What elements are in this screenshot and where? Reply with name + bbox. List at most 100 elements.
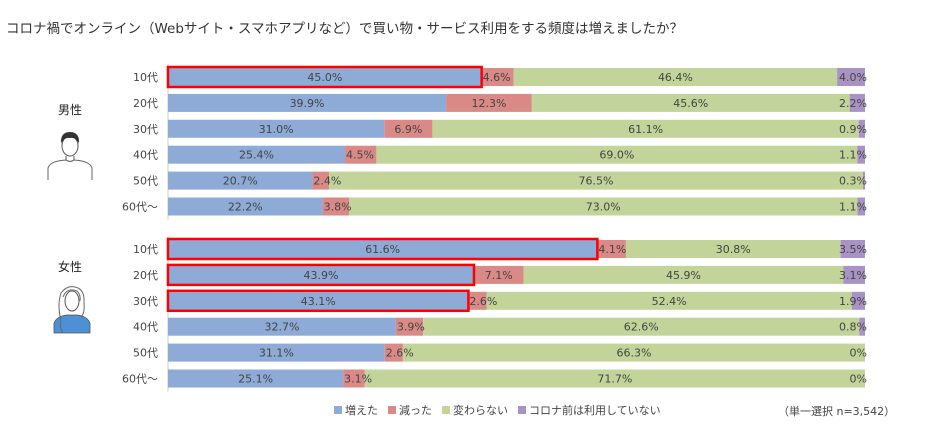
bar-segment <box>168 317 396 336</box>
legend-item-unchanged: 変わらない <box>442 402 508 418</box>
data-label: 25.1% <box>238 373 273 386</box>
bar-segment <box>402 343 865 362</box>
legend-swatch <box>334 406 342 414</box>
data-label: 66.3% <box>616 347 651 360</box>
bar-segment <box>432 119 859 138</box>
data-label: 12.3% <box>471 97 506 110</box>
data-label: 7.1% <box>485 269 513 282</box>
category-label: 60代～ <box>122 201 158 214</box>
bar-segment <box>513 68 838 86</box>
highlight-box <box>166 263 476 287</box>
data-label: 45.0% <box>307 71 342 84</box>
data-label: 4.0% <box>839 71 867 84</box>
data-label: 3.9% <box>397 321 425 334</box>
category-label: 50代 <box>133 175 158 188</box>
data-label: 3.1% <box>344 373 372 386</box>
legend-label: 減った <box>399 404 432 417</box>
legend-label: コロナ前は利用していない <box>529 404 661 417</box>
data-label: 1.1% <box>839 201 867 214</box>
bar-segment <box>446 93 532 112</box>
bar-segment <box>858 119 865 138</box>
data-label: 0.3% <box>839 175 867 188</box>
data-label: 22.2% <box>228 201 263 214</box>
bar-segment <box>597 240 626 258</box>
data-label: 39.9% <box>290 97 325 110</box>
data-label: 46.4% <box>658 71 693 84</box>
highlight-box <box>166 289 470 313</box>
bar-segment <box>857 145 865 164</box>
data-label: 69.0% <box>599 149 634 162</box>
data-label: 3.5% <box>839 243 867 256</box>
bar-segment <box>625 240 841 258</box>
bar-segment <box>168 369 344 388</box>
category-label: 10代 <box>133 243 158 256</box>
group-label-male: 男性 <box>58 103 83 117</box>
bar-segment <box>168 145 346 164</box>
data-label: 2.4% <box>313 175 341 188</box>
bar-segment <box>329 171 863 190</box>
legend-swatch <box>388 406 396 414</box>
bar-segment <box>168 119 385 138</box>
category-label: 60代～ <box>122 373 158 386</box>
data-label: 45.6% <box>673 97 708 110</box>
data-label: 30.8% <box>716 243 751 256</box>
data-label: 52.4% <box>652 295 687 308</box>
bar-segment <box>862 171 865 190</box>
data-label: 20.7% <box>223 175 258 188</box>
data-label: 2.6% <box>469 295 497 308</box>
bar-segment <box>343 369 365 388</box>
bar-segment <box>384 343 403 362</box>
category-label: 50代 <box>133 347 158 360</box>
bar-segment <box>364 369 865 388</box>
data-label: 73.0% <box>586 201 621 214</box>
data-label: 25.4% <box>239 149 274 162</box>
group-label-female: 女性 <box>58 260 83 274</box>
bar-segment <box>312 171 330 190</box>
data-label: 31.0% <box>259 123 294 136</box>
data-label: 43.1% <box>301 295 336 308</box>
legend-item-decreased: 減った <box>388 402 432 418</box>
category-label: 40代 <box>133 321 158 334</box>
bar-segment <box>843 265 865 284</box>
bar-segment <box>349 197 858 216</box>
bar-segment <box>168 197 323 216</box>
bar-segment <box>168 343 385 362</box>
bar-segment <box>168 240 598 258</box>
data-label: 61.1% <box>628 123 663 136</box>
data-label: 1.9% <box>839 295 867 308</box>
data-label: 0.9% <box>839 123 867 136</box>
data-label: 2.2% <box>839 97 867 110</box>
highlight-box <box>166 237 599 261</box>
bar-segment <box>168 171 313 190</box>
data-label: 61.6% <box>365 243 400 256</box>
category-label: 30代 <box>133 295 158 308</box>
data-label: 45.9% <box>666 269 701 282</box>
bar-segment <box>168 291 469 310</box>
bar-segment <box>481 68 514 86</box>
bar-segment <box>423 317 860 336</box>
category-label: 40代 <box>133 149 158 162</box>
bar-segment <box>523 265 844 284</box>
man-avatar-icon <box>47 132 93 180</box>
bar-segment <box>168 93 447 112</box>
bar-segment <box>395 317 424 336</box>
bar-segment <box>857 197 865 216</box>
highlight-box <box>166 65 483 89</box>
legend-label: 変わらない <box>453 404 508 417</box>
bar-segment <box>859 317 865 336</box>
legend-item-increased: 増えた <box>334 402 378 418</box>
chart-title: コロナ禍でオンライン（Webサイト・スマホアプリなど）で買い物・サービス利用をす… <box>6 21 684 37</box>
bar-segment <box>486 291 852 310</box>
data-label: 4.1% <box>598 243 626 256</box>
bar-segment <box>168 68 482 86</box>
data-label: 0.8% <box>839 321 867 334</box>
data-label: 31.1% <box>259 347 294 360</box>
category-label: 20代 <box>133 269 158 282</box>
bar-segment <box>384 119 433 138</box>
legend: 増えた 減った 変わらない コロナ前は利用していない <box>334 402 661 418</box>
legend-swatch <box>442 406 450 414</box>
bar-segment <box>468 291 487 310</box>
data-label: 43.9% <box>304 269 339 282</box>
bar-segment <box>376 145 858 164</box>
